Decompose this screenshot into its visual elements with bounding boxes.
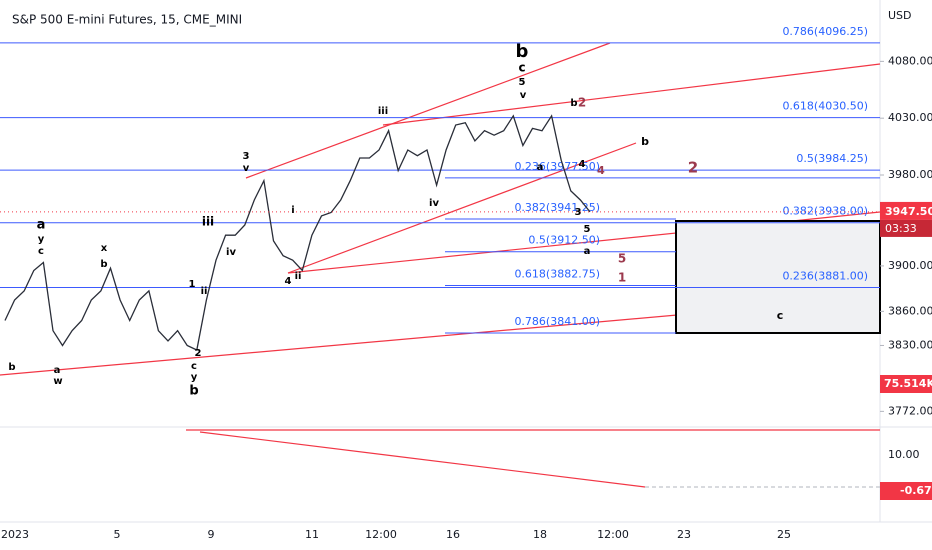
wave-label: 1 [189,279,196,290]
osc-tag [880,482,932,500]
wave-label: y [38,234,45,245]
wave-label: b [516,41,529,62]
x-tick-label: 2023 [1,528,29,541]
wave-label: b [189,384,198,399]
wave-label: 4 [285,276,292,287]
wave-label: 2 [688,159,698,177]
wave-label: ii [201,286,208,297]
y-tick-label: 3900.00 [888,259,932,272]
wave-label: 3 [243,151,250,162]
wave-label: b [570,98,577,109]
wave-label: c [38,246,44,257]
fib-label: 0.786(4096.25) [782,25,868,38]
wave-label: iv [226,247,236,258]
wave-label: 4 [597,164,605,177]
wave-label: c [777,309,784,322]
wave-label: 5 [584,224,591,235]
chart-title: S&P 500 E-mini Futures, 15, CME_MINI [12,13,242,27]
price-tag-label: 3947.50 [885,205,932,218]
wave-label: 2 [578,96,586,110]
price-line [4,114,591,351]
countdown: 03:33 [885,222,917,235]
wave-label: a [584,246,591,257]
y-tick-label: 3860.00 [888,304,932,317]
x-tick-label: 16 [446,528,460,541]
x-tick-label: 11 [305,528,319,541]
fib-label: 0.236(3977.50) [514,160,600,173]
y-tick-label: 4080.00 [888,54,932,67]
x-tick-label: 12:00 [365,528,397,541]
wave-label: i [291,205,294,216]
trend-line [199,431,646,488]
fib-label: 0.236(3881.00) [782,270,868,283]
fib-label: 0.382(3941.25) [514,201,600,214]
wave-label: 3 [575,207,582,218]
currency: USD [888,9,912,22]
wave-label: 2 [195,348,202,359]
fib-label: 0.618(4030.50) [782,100,868,113]
x-tick-label: 25 [777,528,791,541]
wave-label: y [191,372,198,383]
wave-label: b [641,135,649,148]
x-tick-label: 9 [208,528,215,541]
fib-label: 0.382(3938.00) [782,205,868,218]
wave-label: x [101,243,108,254]
wave-label: iii [202,215,214,229]
wave-label: b [8,362,15,373]
x-tick-label: 18 [533,528,547,541]
y-tick-label: 3980.00 [888,168,932,181]
volume-tag [880,375,932,393]
countdown-box [880,219,932,237]
wave-label: 4 [579,159,586,170]
osc-label: -0.67 [900,484,932,497]
wave-label: b [100,259,107,270]
price-tag [880,201,932,220]
wave-label: a [54,365,61,376]
wave-label: a [537,162,544,173]
wave-label: c [518,61,525,75]
wave-label: 5 [618,252,626,266]
wave-label: w [53,376,62,387]
fib-label: 0.786(3841.00) [514,315,600,328]
y-tick-label: 4030.00 [888,111,932,124]
volume-label: 75.514K [884,377,932,390]
fib-label: 0.5(3912.50) [528,234,600,247]
wave-label: v [243,163,250,174]
wave-label: 5 [519,77,526,88]
wave-label: iii [378,106,388,117]
wave-label: v [520,90,527,101]
wave-label: 1 [618,271,626,285]
wave-label: a [37,218,46,233]
y-tick-label: 3772.00 [888,404,932,417]
trend-lines [0,42,881,488]
fib-label: 0.618(3882.75) [514,268,600,281]
fib-label: 0.5(3984.25) [796,152,868,165]
x-tick-label: 12:00 [597,528,629,541]
wave-label: iv [429,198,439,209]
x-tick-label: 23 [677,528,691,541]
wave-label: ii [295,271,302,282]
target-box [675,220,881,334]
trend-line [245,42,611,179]
x-tick-label: 5 [114,528,121,541]
wave-label: c [191,361,197,372]
trend-line [287,142,637,274]
trend-line [382,63,881,126]
osc-tick-label: 10.00 [888,448,920,461]
y-tick-label: 3830.00 [888,338,932,351]
